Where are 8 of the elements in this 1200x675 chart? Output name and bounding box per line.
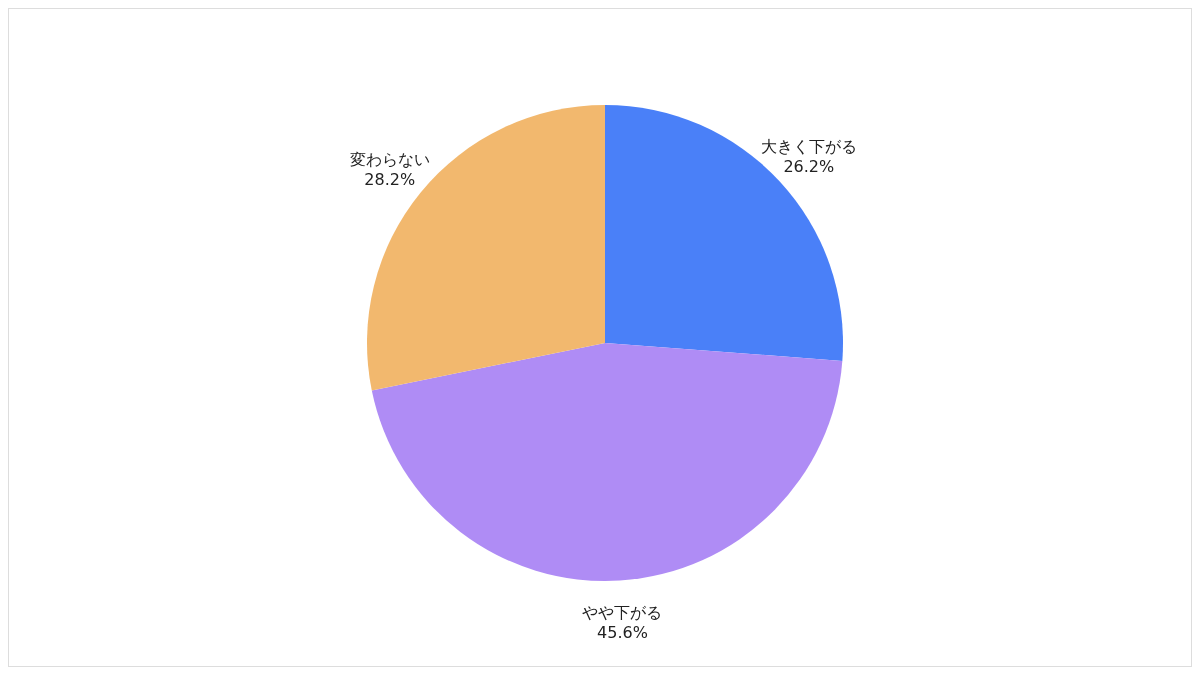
slice-label: やや下がる: [582, 603, 663, 623]
pie-slice: [371, 343, 843, 581]
slice-label: 大きく下がる: [760, 136, 857, 156]
pie-slice: [367, 105, 605, 391]
slice-label: 変わらない: [349, 150, 430, 170]
data-label: 26.2%: [783, 156, 835, 176]
data-label: 28.2%: [364, 170, 416, 190]
data-label: 45.6%: [597, 623, 648, 643]
